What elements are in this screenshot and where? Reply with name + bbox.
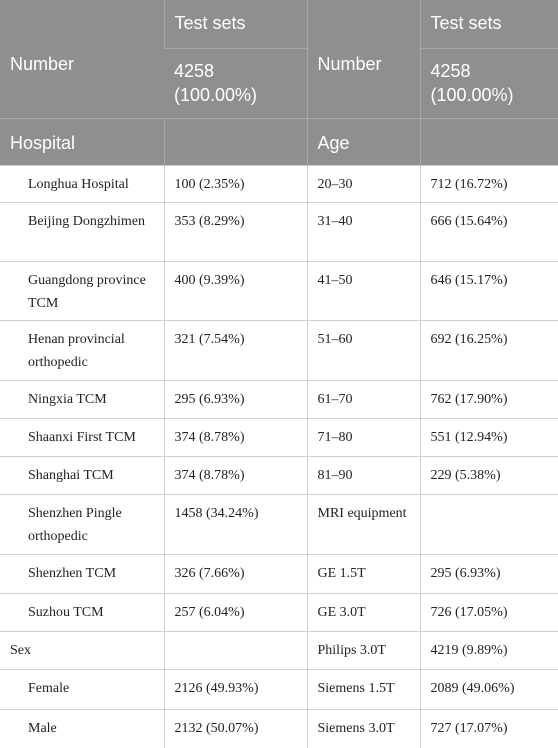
table-cell: Suzhou TCM <box>0 592 165 632</box>
table-cell: Male <box>0 708 165 748</box>
table-cell: 295 (6.93%) <box>163 379 308 419</box>
table-cell <box>419 493 558 555</box>
header-cell: 4258 (100.00%) <box>419 48 558 118</box>
table-cell: 692 (16.25%) <box>419 319 558 381</box>
table-cell: 41–50 <box>306 260 421 321</box>
table-cell: Shanghai TCM <box>0 455 165 495</box>
header-cell: 4258 (100.00%) <box>164 48 307 118</box>
table-row: Female 2126 (49.93%) Siemens 1.5T 2089 (49.… <box>0 668 558 710</box>
table-cell: MRI equipment <box>306 493 421 555</box>
table-cell: Henan provincial orthopedic <box>0 319 165 381</box>
table-cell: 61–70 <box>306 379 421 419</box>
table-cell: 257 (6.04%) <box>163 592 308 632</box>
table-cell: 2126 (49.93%) <box>163 668 308 710</box>
table-cell: Shenzhen TCM <box>0 553 165 594</box>
table-cell: 326 (7.66%) <box>163 553 308 594</box>
table-cell: 229 (5.38%) <box>419 455 558 495</box>
table-cell: 400 (9.39%) <box>163 260 308 321</box>
table-cell: 726 (17.05%) <box>419 592 558 632</box>
table-cell: 295 (6.93%) <box>419 553 558 594</box>
table-cell: Philips 3.0T <box>306 630 421 670</box>
table-cell: 321 (7.54%) <box>163 319 308 381</box>
table-row: Longhua Hospital 100 (2.35%) 20–30 712 (16.… <box>0 164 558 203</box>
table-cell: 2089 (49.06%) <box>419 668 558 710</box>
table-cell: Ningxia TCM <box>0 379 165 419</box>
table-cell: 2132 (50.07%) <box>163 708 308 748</box>
table-cell: 31–40 <box>306 201 421 262</box>
table-cell: 20–30 <box>306 164 421 203</box>
header-cell: Test sets <box>163 0 307 49</box>
table-row: Suzhou TCM 257 (6.04%) GE 3.0T 726 (17.05%) <box>0 592 558 632</box>
table-row: Sex Philips 3.0T 4219 (9.89%) <box>0 630 558 670</box>
table-cell: Siemens 1.5T <box>306 668 421 710</box>
table-row: Guangdong province TCM 400 (9.39%) 41–50 64… <box>0 260 558 321</box>
table-row: Shanghai TCM 374 (8.78%) 81–90 229 (5.38%) <box>0 455 558 495</box>
table-cell: 551 (12.94%) <box>419 417 558 457</box>
table-cell: 727 (17.07%) <box>419 708 558 748</box>
table-cell: 1458 (34.24%) <box>163 493 308 555</box>
header-cell: Test sets <box>419 0 558 49</box>
table-cell: 4219 (9.89%) <box>419 630 558 670</box>
table-cell: 374 (8.78%) <box>163 455 308 495</box>
table-row: Ningxia TCM 295 (6.93%) 61–70 762 (17.90%) <box>0 379 558 419</box>
table-cell <box>163 630 308 670</box>
table-cell: 646 (15.17%) <box>419 260 558 321</box>
table-row: Beijing Dongzhimen 353 (8.29%) 31–40 666 (1… <box>0 201 558 262</box>
table-cell: 374 (8.78%) <box>163 417 308 457</box>
table-cell: Siemens 3.0T <box>306 708 421 748</box>
table-cell: Sex <box>0 630 165 670</box>
table-cell: Guangdong province TCM <box>0 260 165 321</box>
header-cell: Number <box>0 0 164 118</box>
table-cell: 81–90 <box>306 455 421 495</box>
table-cell: 51–60 <box>306 319 421 381</box>
table-cell: 71–80 <box>306 417 421 457</box>
table-cell: GE 1.5T <box>306 553 421 594</box>
table-row: Male 2132 (50.07%) Siemens 3.0T 727 (17.07%… <box>0 708 558 748</box>
table-cell: Longhua Hospital <box>0 164 165 203</box>
table-cell: 100 (2.35%) <box>163 164 308 203</box>
table-cell: 353 (8.29%) <box>163 201 308 262</box>
header-cell <box>163 117 307 165</box>
table-row: Shaanxi First TCM 374 (8.78%) 71–80 551 (12… <box>0 417 558 457</box>
section-header: Age <box>306 117 420 165</box>
table-cell: Shaanxi First TCM <box>0 417 165 457</box>
table-cell: Female <box>0 668 165 710</box>
table-cell: 762 (17.90%) <box>419 379 558 419</box>
table-cell: Shenzhen Pingle orthopedic <box>0 493 165 555</box>
table-row: Shenzhen TCM 326 (7.66%) GE 1.5T 295 (6.93%… <box>0 553 558 594</box>
table-cell: Beijing Dongzhimen <box>0 201 165 262</box>
table-cell: 666 (15.64%) <box>419 201 558 262</box>
header-cell <box>419 117 558 165</box>
table-cell: 712 (16.72%) <box>419 164 558 203</box>
table-body: Longhua Hospital 100 (2.35%) 20–30 712 (16.… <box>0 164 558 748</box>
table-header: Number Test sets Number Test sets 4258 (… <box>0 0 558 165</box>
table-row: Shenzhen Pingle orthopedic 1458 (34.24%) M… <box>0 493 558 555</box>
header-cell: Number <box>306 0 420 118</box>
table-cell: GE 3.0T <box>306 592 421 632</box>
table-row: Henan provincial orthopedic 321 (7.54%) 51… <box>0 319 558 381</box>
section-header: Hospital <box>0 117 164 165</box>
